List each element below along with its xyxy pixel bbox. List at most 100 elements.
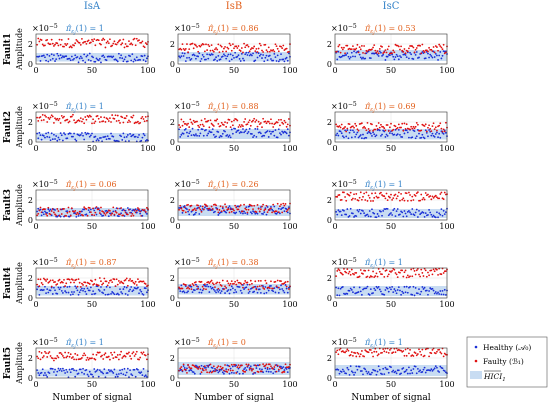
healthy-point xyxy=(180,284,183,287)
faulty-point xyxy=(113,351,116,354)
faulty-point xyxy=(402,197,405,200)
healthy-point xyxy=(95,213,98,216)
faulty-point xyxy=(367,351,370,354)
faulty-point xyxy=(85,118,88,121)
healthy-point xyxy=(200,364,203,367)
column-title-isc: IsC xyxy=(383,1,400,12)
healthy-point xyxy=(65,368,68,371)
faulty-point xyxy=(126,213,129,216)
healthy-point xyxy=(40,214,43,217)
faulty-point xyxy=(420,52,423,55)
healthy-point xyxy=(358,135,361,138)
healthy-point xyxy=(57,286,60,289)
faulty-point xyxy=(119,213,121,216)
healthy-point xyxy=(266,206,269,208)
faulty-point xyxy=(91,122,93,125)
faulty-point xyxy=(70,46,73,49)
healthy-point xyxy=(72,59,74,61)
faulty-point xyxy=(418,273,420,276)
healthy-point xyxy=(395,372,398,375)
healthy-point xyxy=(437,291,439,294)
healthy-point xyxy=(179,56,182,59)
healthy-point xyxy=(48,210,51,212)
healthy-point xyxy=(214,210,216,213)
healthy-point xyxy=(231,54,234,57)
healthy-point xyxy=(265,291,268,294)
healthy-point xyxy=(74,138,77,141)
healthy-point xyxy=(205,58,207,61)
healthy-point xyxy=(51,293,54,295)
healthy-point xyxy=(144,60,147,63)
healthy-point xyxy=(443,370,446,372)
faulty-point xyxy=(180,118,183,121)
healthy-point xyxy=(87,375,90,378)
healthy-point xyxy=(91,293,93,296)
healthy-point xyxy=(51,138,54,141)
healthy-point xyxy=(190,134,193,137)
healthy-point xyxy=(130,373,133,376)
faulty-point xyxy=(36,214,39,217)
faulty-point xyxy=(94,44,97,47)
faulty-point xyxy=(47,352,50,355)
faulty-point xyxy=(138,358,140,361)
healthy-point xyxy=(104,376,107,379)
healthy-point xyxy=(81,132,83,134)
faulty-point xyxy=(285,285,288,288)
faulty-point xyxy=(246,44,249,46)
faulty-point xyxy=(78,42,81,44)
faulty-point xyxy=(133,37,136,40)
pi-annotation: π̂εj(1) = 0.88 xyxy=(207,102,259,114)
faulty-point xyxy=(416,353,419,355)
faulty-point xyxy=(439,45,442,48)
healthy-point xyxy=(393,288,396,290)
healthy-point xyxy=(72,367,74,370)
row-label-fault2: Fault2 xyxy=(3,111,13,143)
healthy-point xyxy=(38,293,41,296)
healthy-point xyxy=(268,54,271,57)
x-tick-label: 100 xyxy=(439,380,454,389)
x-tick-label: 100 xyxy=(282,144,297,153)
faulty-point xyxy=(94,120,97,123)
faulty-point xyxy=(218,281,221,284)
healthy-point xyxy=(438,212,441,215)
faulty-point xyxy=(244,46,247,49)
faulty-point xyxy=(406,50,409,53)
healthy-point xyxy=(396,289,399,291)
faulty-point xyxy=(189,284,192,287)
faulty-point xyxy=(49,279,52,282)
faulty-point xyxy=(354,197,357,200)
faulty-point xyxy=(430,352,433,355)
faulty-point xyxy=(87,116,90,118)
healthy-point xyxy=(441,54,444,57)
faulty-point xyxy=(197,204,200,207)
faulty-point xyxy=(364,349,367,351)
healthy-point xyxy=(59,132,62,135)
faulty-point xyxy=(443,191,446,194)
faulty-point xyxy=(262,286,265,289)
faulty-point xyxy=(428,274,430,277)
faulty-point xyxy=(385,351,388,354)
healthy-point xyxy=(224,54,226,57)
faulty-point xyxy=(197,50,200,53)
healthy-point xyxy=(355,365,358,368)
faulty-point xyxy=(392,197,395,200)
faulty-point xyxy=(119,122,121,124)
healthy-point xyxy=(221,132,224,135)
faulty-point xyxy=(76,285,79,288)
healthy-point xyxy=(340,132,343,135)
healthy-point xyxy=(37,207,40,210)
faulty-point xyxy=(375,51,378,54)
x-tick-label: 0 xyxy=(175,380,180,389)
faulty-point xyxy=(362,195,364,198)
healthy-point xyxy=(273,52,276,55)
healthy-point xyxy=(399,289,401,292)
healthy-point xyxy=(123,367,126,370)
healthy-point xyxy=(227,53,230,56)
x-tick-label: 100 xyxy=(140,222,155,231)
healthy-point xyxy=(248,127,251,130)
faulty-point xyxy=(372,270,374,273)
healthy-point xyxy=(137,286,139,289)
faulty-point xyxy=(262,51,265,53)
healthy-point xyxy=(42,213,45,216)
pi-annotation: π̂εj(1) = 1 xyxy=(364,258,403,270)
